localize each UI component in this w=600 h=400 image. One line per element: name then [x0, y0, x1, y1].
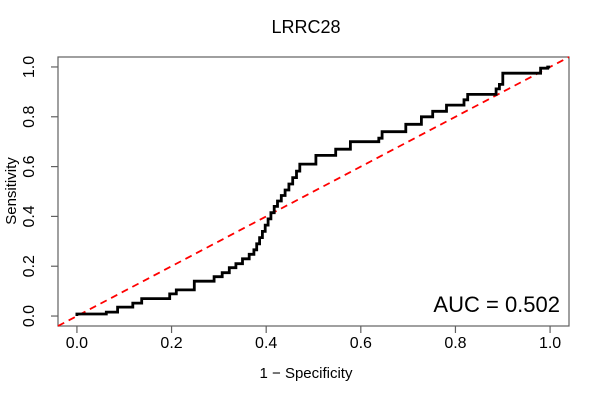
x-axis-tick-label: 0.0	[66, 335, 88, 352]
x-axis-tick-label: 0.4	[255, 335, 277, 352]
x-axis-tick-label: 0.8	[444, 335, 466, 352]
y-axis-tick-label: 0.4	[21, 205, 38, 227]
x-axis-tick-label: 0.6	[350, 335, 372, 352]
y-axis-tick-label: 1.0	[21, 56, 38, 78]
chance-diagonal-line	[57, 56, 570, 327]
plot-title: LRRC28	[271, 17, 340, 37]
y-axis-label: Sensitivity	[3, 157, 20, 225]
y-axis-tick-label: 0.6	[21, 155, 38, 177]
y-axis-tick-label: 0.8	[21, 106, 38, 128]
x-axis-tick-label: 0.2	[160, 335, 182, 352]
plot-box	[57, 56, 570, 327]
roc-curve-line	[75, 65, 551, 316]
x-axis-label: 1 − Specificity	[260, 365, 353, 382]
y-axis-tick-label: 0.0	[21, 305, 38, 327]
x-axis-tick-label: 1.0	[539, 335, 561, 352]
y-axis-tick-label: 0.2	[21, 255, 38, 277]
auc-annotation: AUC = 0.502	[433, 292, 560, 317]
